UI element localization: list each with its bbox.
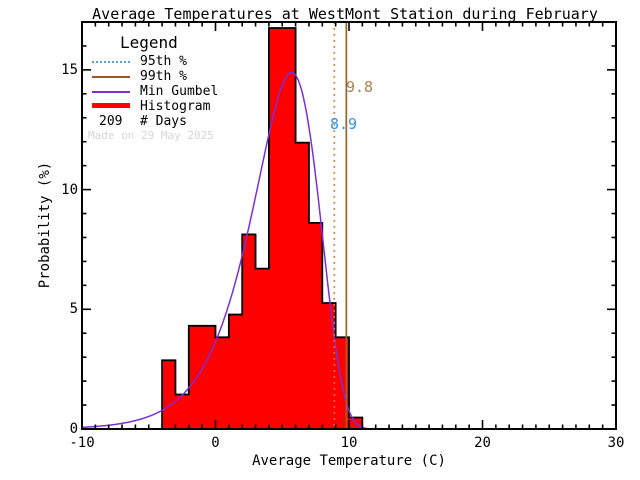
x-tick-label: 0 (211, 435, 220, 451)
chart-title: Average Temperatures at WestMont Station… (92, 5, 598, 23)
y-tick-label: 5 (69, 301, 78, 318)
x-axis-title: Average Temperature (C) (252, 453, 446, 469)
percentile-99-value-label: 9.8 (346, 78, 374, 96)
percentile-lines (333, 22, 348, 429)
legend-days-count: 209 (99, 114, 123, 129)
percentile-95-value-label: 8.9 (330, 115, 358, 133)
legend-heading: Legend (120, 33, 178, 52)
y-tick-label: 15 (61, 61, 78, 78)
histogram-series (161, 27, 364, 430)
watermark-made-on: Made on 29 May 2025 (88, 129, 214, 142)
legend-histogram-bar-sample (92, 103, 130, 108)
legend-95th-line-sample (92, 61, 130, 63)
legend-99th-line-sample (92, 76, 130, 78)
legend-item-gumbel: Min Gumbel (140, 84, 219, 99)
legend-item-95th: 95th % (140, 54, 187, 69)
x-tick-label: -10 (69, 435, 95, 451)
legend-gumbel-line-sample (92, 91, 130, 93)
x-tick-label: 30 (607, 435, 625, 451)
x-tick-label: 20 (474, 435, 491, 451)
y-tick-label: 10 (61, 181, 78, 198)
gumbel-fit-curve (82, 71, 371, 430)
y-tick-label: 0 (69, 421, 78, 437)
gumbel-curve (82, 71, 371, 430)
legend-days-label: # Days (140, 114, 187, 129)
x-tick-label: 10 (340, 435, 358, 451)
legend-item-histogram: Histogram (140, 99, 211, 114)
axis-ticks (81, 21, 617, 430)
legend-item-99th: 99th % (140, 69, 187, 84)
histogram-steps (161, 27, 364, 430)
